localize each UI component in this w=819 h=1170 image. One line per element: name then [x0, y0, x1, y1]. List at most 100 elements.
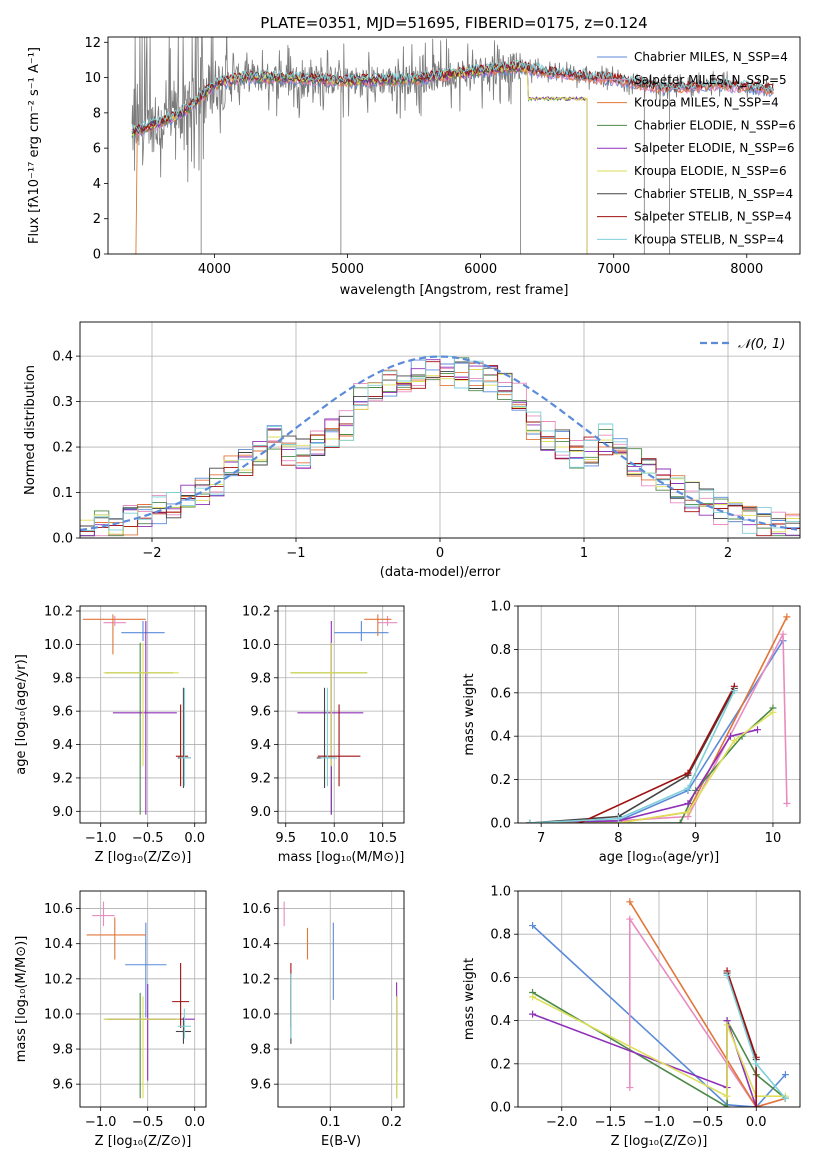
spectrum-legend: Chabrier MILES, N_SSP=4 Salpeter MILES, N…	[597, 50, 796, 246]
y-tick-label: 9.8	[52, 1043, 73, 1058]
weight-marker-kroupa_miles	[783, 613, 791, 621]
legend-label: Salpeter STELIB, N_SSP=4	[634, 210, 792, 224]
weight-marker-kroupa_stelib	[723, 971, 731, 979]
y-tick-label: 10.4	[242, 937, 271, 952]
legend-label: Salpeter ELODIE, N_SSP=6	[634, 141, 795, 155]
y-axis-label: age [log₁₀(age/yr)]	[14, 654, 29, 775]
y-tick-label: 0.1	[52, 486, 73, 501]
weight-marker-kroupa_elodie	[723, 1021, 731, 1029]
weight-marker-kroupa_elodie	[529, 993, 537, 1001]
histogram-salpeter_elodie	[80, 359, 800, 537]
x-tick-label: 5000	[331, 262, 364, 277]
weight-marker-kroupa_stelib	[684, 784, 692, 792]
y-tick-label: 10.2	[242, 972, 271, 987]
x-tick-label: 10.5	[368, 831, 397, 846]
x-tick-label: −0.5	[132, 831, 164, 846]
weight-marker-salpeter_stelib	[752, 1103, 760, 1107]
y-tick-label: 0.4	[52, 350, 73, 365]
legend-label: Kroupa MILES, N_SSP=4	[634, 96, 779, 110]
x-tick-label: −0.5	[692, 1115, 724, 1130]
x-tick-label: 0.0	[184, 1115, 205, 1130]
x-tick-label: 6000	[464, 262, 497, 277]
y-tick-label: 10.0	[44, 638, 73, 653]
y-axis-label: Flux [fλ10⁻¹⁷ erg cm⁻² s⁻¹ A⁻¹]	[27, 47, 42, 244]
weight-marker-chabrier_miles	[529, 922, 537, 930]
axes-frame	[517, 890, 801, 1108]
y-tick-label: 1.0	[490, 885, 511, 900]
x-tick-label: −1.5	[595, 1115, 627, 1130]
y-tick-label: 9.2	[250, 771, 271, 786]
x-tick-label: −1.0	[85, 831, 117, 846]
x-axis-label: age [log₁₀(age/yr)]	[599, 850, 720, 865]
axes-frame	[79, 605, 207, 824]
weight-marker-kroupa_stelib	[614, 815, 622, 823]
weight-marker-kroupa_stelib	[730, 687, 738, 695]
x-tick-label: 10	[765, 831, 782, 846]
y-tick-label: 0.2	[490, 773, 511, 788]
weight-marker-chabrier_miles	[781, 1071, 789, 1079]
weight-marker-salpeter_miles	[779, 630, 787, 638]
y-tick-label: 9.0	[250, 805, 271, 820]
axes-frame	[277, 890, 405, 1108]
y-tick-label: 9.6	[52, 1078, 73, 1093]
x-tick-label: 8000	[730, 262, 763, 277]
x-tick-label: 0.2	[381, 1115, 402, 1130]
x-axis-label: Z [log₁₀(Z/Z⊙)]	[611, 1134, 708, 1149]
y-tick-label: 10.6	[242, 902, 271, 917]
weight-marker-kroupa_stelib	[752, 1060, 760, 1068]
x-tick-label: 10.0	[320, 831, 349, 846]
weight-marker-salpeter_elodie	[726, 732, 734, 740]
axes-mass_vs_Z: −1.0 −0.5 0.0 9.6 9.8 10.0 10.2 10.4 10.6 Z [log₁…	[14, 890, 207, 1149]
y-axis-label: mass [log₁₀(M/M⊙)]	[14, 936, 29, 1063]
y-tick-label: 9.0	[52, 805, 73, 820]
legend-label: 𝒩(0, 1)	[738, 337, 785, 352]
y-axis-label: mass weight	[462, 958, 477, 1040]
y-axis-label: Normed distribution	[23, 365, 38, 495]
y-tick-label: 0.6	[490, 686, 511, 701]
x-tick-label: −1.0	[85, 1115, 117, 1130]
x-tick-label: 8	[614, 831, 622, 846]
histogram-salpeter_stelib	[80, 361, 800, 537]
x-tick-label: 0	[436, 546, 444, 561]
x-tick-label: −1.0	[643, 1115, 675, 1130]
axes-spectrum: 4000 5000 6000 7000 8000 0 2 4 6 8 10 12 PLATE=0351,…	[27, 14, 801, 298]
weight-lines	[529, 898, 789, 1107]
y-axis-label: mass weight	[462, 673, 477, 755]
gaussian-curve	[80, 355, 798, 532]
weight-marker-kroupa_elodie	[684, 808, 692, 816]
y-tick-label: 0.0	[490, 1101, 511, 1116]
y-tick-label: 0.8	[490, 928, 511, 943]
y-tick-label: 0.4	[490, 1014, 511, 1029]
weight-marker-salpeter_stelib	[684, 769, 692, 777]
y-tick-label: 6	[93, 142, 101, 157]
x-tick-label: 1	[580, 546, 588, 561]
x-tick-label: 4000	[198, 262, 231, 277]
histogram-kroupa_stelib	[80, 356, 800, 534]
x-axis-label: Z [log₁₀(Z/Z⊙)]	[95, 1134, 192, 1149]
y-tick-label: 0.0	[490, 817, 511, 832]
error-bars	[86, 901, 195, 1099]
weight-marker-kroupa_stelib	[781, 1094, 789, 1102]
y-tick-label: 10	[84, 71, 101, 86]
spectrum-title: PLATE=0351, MJD=51695, FIBERID=0175, z=0…	[260, 14, 647, 32]
weight-line-kroupa_miles	[629, 901, 786, 1107]
axes-age_vs_mass: 9.5 10.0 10.5 9.0 9.2 9.4 9.6 9.8 10.0 10.2 mass […	[242, 605, 405, 865]
histograms	[80, 355, 800, 537]
y-tick-label: 9.6	[250, 705, 271, 720]
y-tick-label: 10.0	[242, 638, 271, 653]
axes-frame	[79, 890, 207, 1108]
axes-frame	[107, 36, 801, 255]
legend-label: Kroupa STELIB, N_SSP=4	[634, 232, 784, 246]
y-tick-label: 9.8	[250, 671, 271, 686]
y-tick-label: 10.2	[44, 972, 73, 987]
weight-lines	[526, 613, 791, 823]
weight-marker-kroupa_elodie	[730, 737, 738, 745]
weight-marker-kroupa_stelib	[526, 819, 534, 823]
weight-line-kroupa_stelib	[529, 690, 736, 823]
y-tick-label: 9.8	[52, 671, 73, 686]
weight-marker-salpeter_elodie	[684, 799, 692, 807]
error-bars	[290, 614, 398, 815]
x-axis-label: (data-model)/error	[380, 565, 501, 580]
weight-marker-salpeter_elodie	[529, 1010, 537, 1018]
